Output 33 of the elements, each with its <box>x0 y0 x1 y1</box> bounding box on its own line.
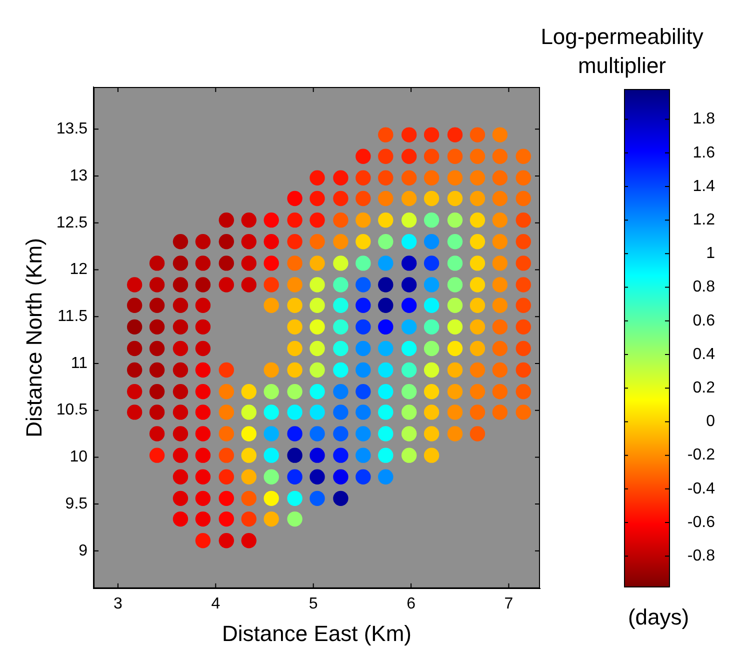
y-tick-label: 10 <box>70 448 88 466</box>
y-tick-label: 12 <box>70 261 88 278</box>
y-tick-label: 9.5 <box>65 495 88 512</box>
x-tick-label: 3 <box>114 595 123 612</box>
color-bar-label: 1.2 <box>692 211 716 228</box>
x-axis-title: Distance East (Km) <box>222 620 412 646</box>
y-tick-label: 11 <box>70 354 88 372</box>
color-bar-label: 0.8 <box>692 278 716 296</box>
y-tick-label: 10.5 <box>56 402 88 419</box>
x-tick-label: 4 <box>211 595 220 612</box>
color-bar-label: 1.4 <box>692 178 716 195</box>
color-bar-label: 0.4 <box>692 346 716 363</box>
y-tick-label: 11.5 <box>58 308 88 326</box>
color-bar-label: 0.6 <box>692 312 716 330</box>
x-tick-label: 5 <box>308 595 318 612</box>
color-bar-label: 1.8 <box>692 110 716 128</box>
y-axis-title: Distance North (Km) <box>21 238 46 438</box>
color-bar-title: Log-permeability multiplier <box>540 24 704 78</box>
color-bar-label: -0.4 <box>687 480 716 498</box>
y-tick-label: 13.5 <box>56 120 88 138</box>
color-bar-label: 1.6 <box>692 144 716 162</box>
color-bar-label: 1 <box>706 245 716 262</box>
x-tick-label: 7 <box>504 595 514 612</box>
color-bar-label: -0.8 <box>687 548 716 565</box>
x-tick-label: 6 <box>406 595 416 612</box>
y-tick-label: 9 <box>78 542 88 560</box>
color-bar-label: 0.2 <box>692 380 716 397</box>
color-bar-label: 0 <box>706 413 716 430</box>
color-bar-label: -0.2 <box>687 446 716 464</box>
y-tick-label: 12.5 <box>56 214 88 232</box>
color-bar-label: -0.6 <box>687 514 716 531</box>
text: (days) <box>628 604 690 630</box>
y-tick-label: 13 <box>70 167 88 184</box>
